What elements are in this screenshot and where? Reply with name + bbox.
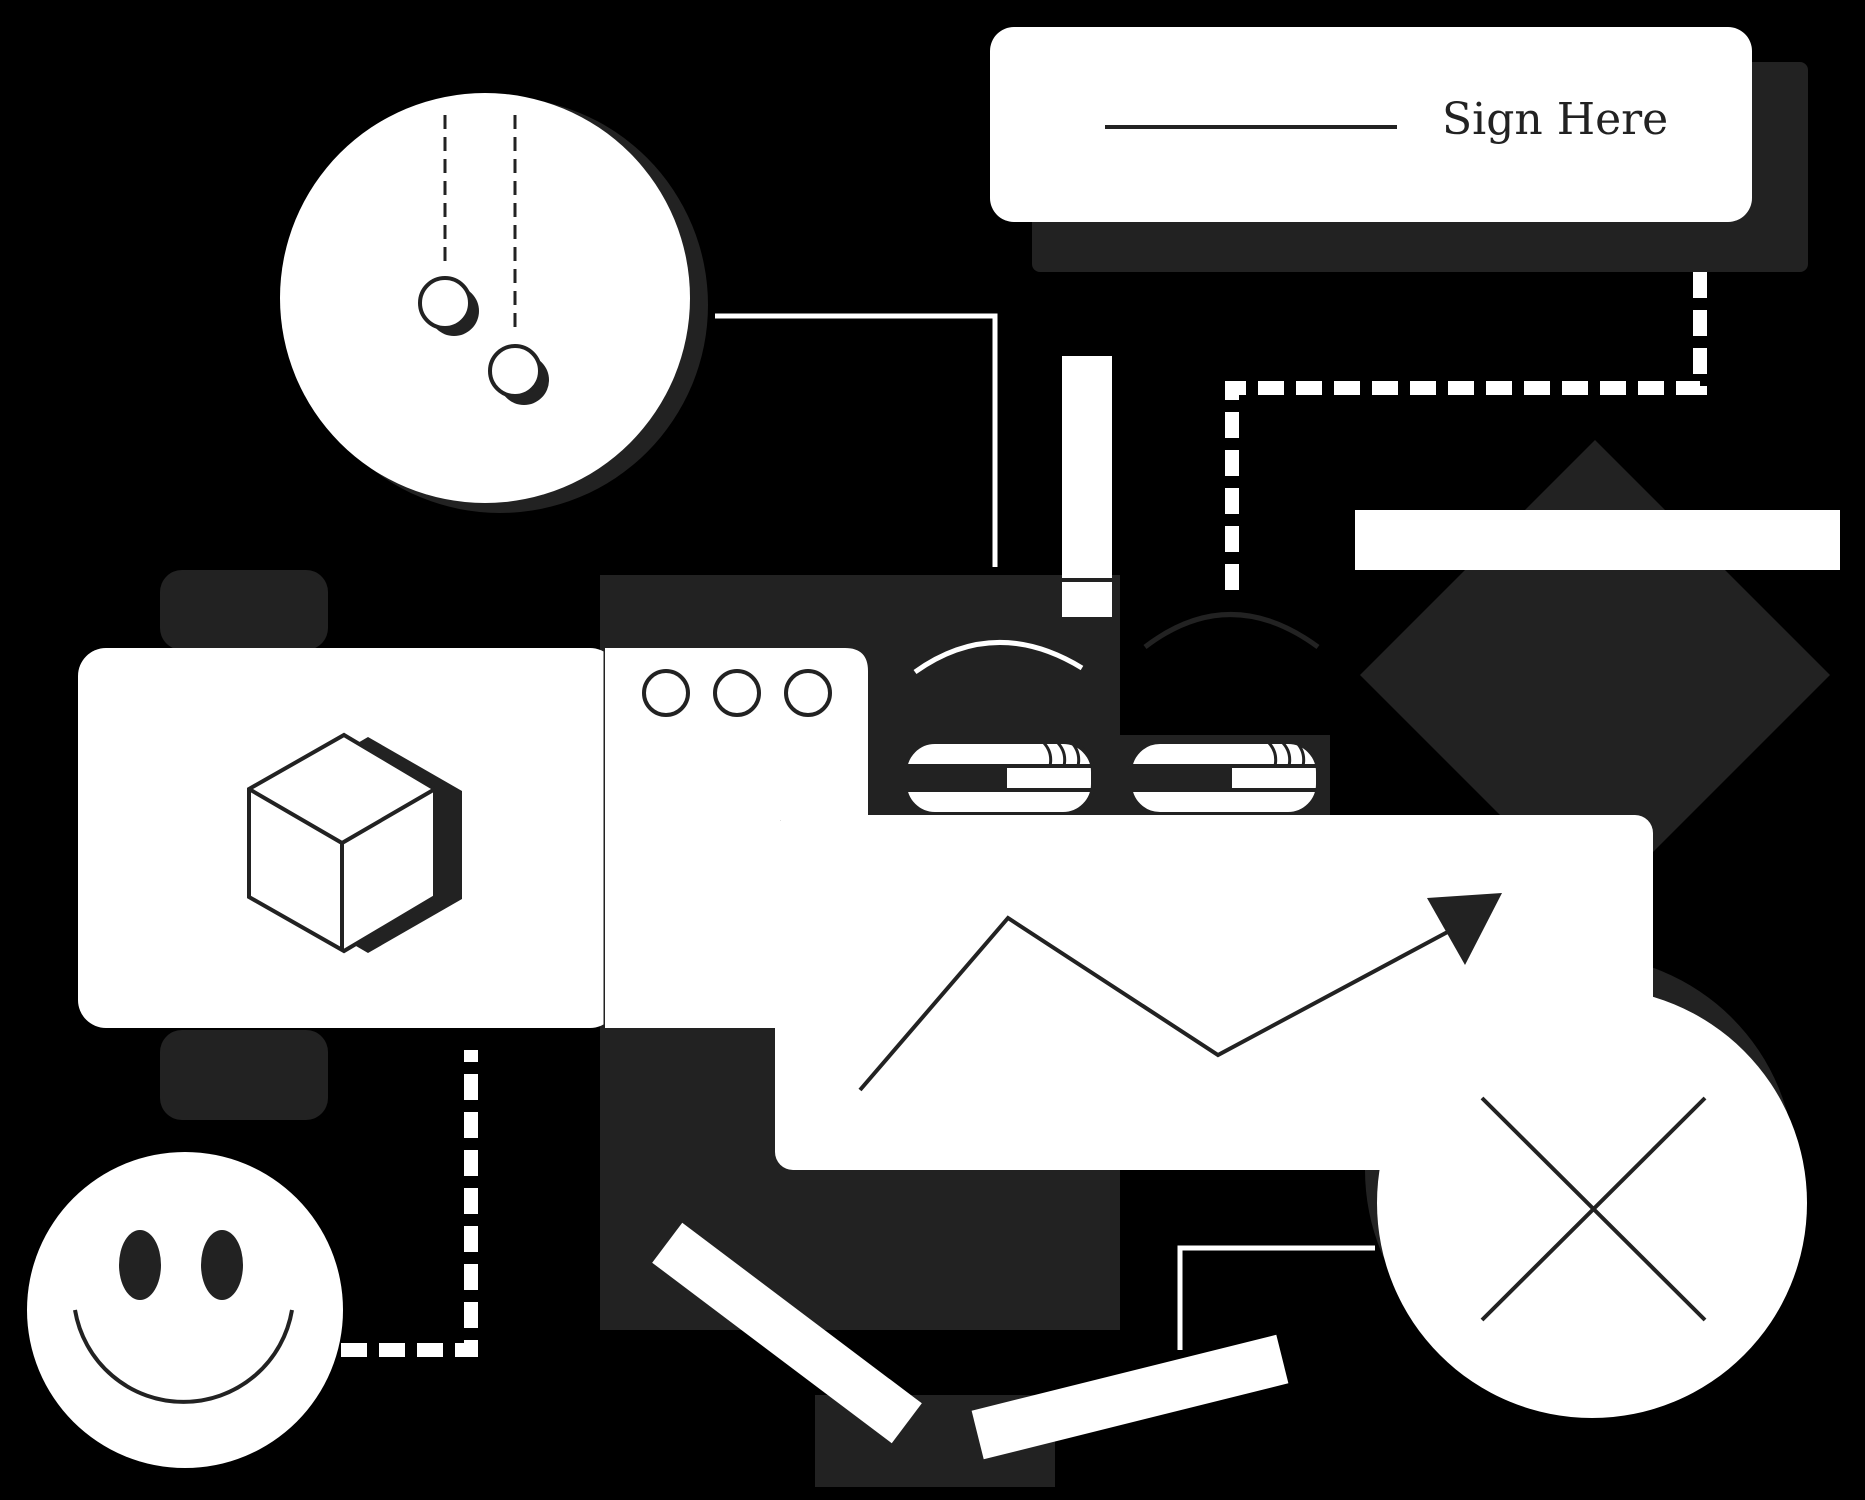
arc-right: [1143, 612, 1320, 650]
window-panel-shape: [605, 648, 868, 1028]
arc-left: [913, 640, 1084, 675]
close-circle[interactable]: [1377, 988, 1807, 1418]
smiley-face-icon: [27, 1152, 343, 1468]
cube-icon: [247, 732, 462, 954]
connector-sign-dashed: [1225, 272, 1707, 590]
signature-card-panel: [990, 27, 1752, 222]
horizontal-bar: [1355, 510, 1840, 570]
toggle-2-fill: [1132, 766, 1232, 790]
smiley-left-eye: [119, 1230, 161, 1300]
smiley-right-eye: [201, 1230, 243, 1300]
smiley-mouth: [73, 1309, 294, 1404]
trend-line: [858, 915, 1456, 1092]
tilted-bar-right: [971, 1334, 1289, 1460]
toggle-2-ridges: [1266, 740, 1306, 767]
vertical-bar-tip: [1062, 582, 1112, 617]
trend-arrowhead: [1427, 893, 1502, 965]
pendulum-circle-face: [280, 93, 690, 503]
toggle-1-ridges: [1041, 740, 1081, 767]
connectors: [341, 272, 1707, 1357]
signature-card[interactable]: Sign Here: [990, 27, 1752, 222]
sign-here-label: Sign Here: [1442, 94, 1668, 145]
pendulum-circle: [280, 93, 690, 503]
cube-card: [78, 648, 618, 1028]
three-dots-icon[interactable]: [642, 669, 832, 717]
close-x-stroke-2: [1480, 1096, 1707, 1322]
toggle-1-fill: [907, 766, 1007, 790]
toggle-switch-2[interactable]: [1128, 740, 1320, 816]
window-dot-1[interactable]: [642, 669, 690, 717]
toggle-switch-1[interactable]: [903, 740, 1095, 816]
smiley-face: [27, 1152, 343, 1468]
window-dot-3[interactable]: [784, 669, 832, 717]
cube-card-top-tab: [160, 570, 328, 650]
connector-smiley-dashed: [341, 1050, 478, 1357]
close-circle-face[interactable]: [1377, 988, 1807, 1418]
connector-xcircle-to-bar: [1177, 1245, 1375, 1350]
window-panel: [605, 648, 868, 1028]
trend-up-arrow-icon: [858, 893, 1502, 1092]
cube-card-bottom-tab: [160, 1030, 328, 1120]
tilted-bar-left: [652, 1222, 922, 1444]
pendulum-ball-1: [418, 276, 472, 330]
vertical-bar-top: [1062, 356, 1112, 578]
window-dot-2[interactable]: [713, 669, 761, 717]
close-x-icon: [1480, 1096, 1707, 1322]
connector-circle-to-center: [715, 313, 998, 567]
vertical-indicator-bar: [1062, 356, 1112, 617]
pendulum-ball-2: [488, 344, 542, 398]
